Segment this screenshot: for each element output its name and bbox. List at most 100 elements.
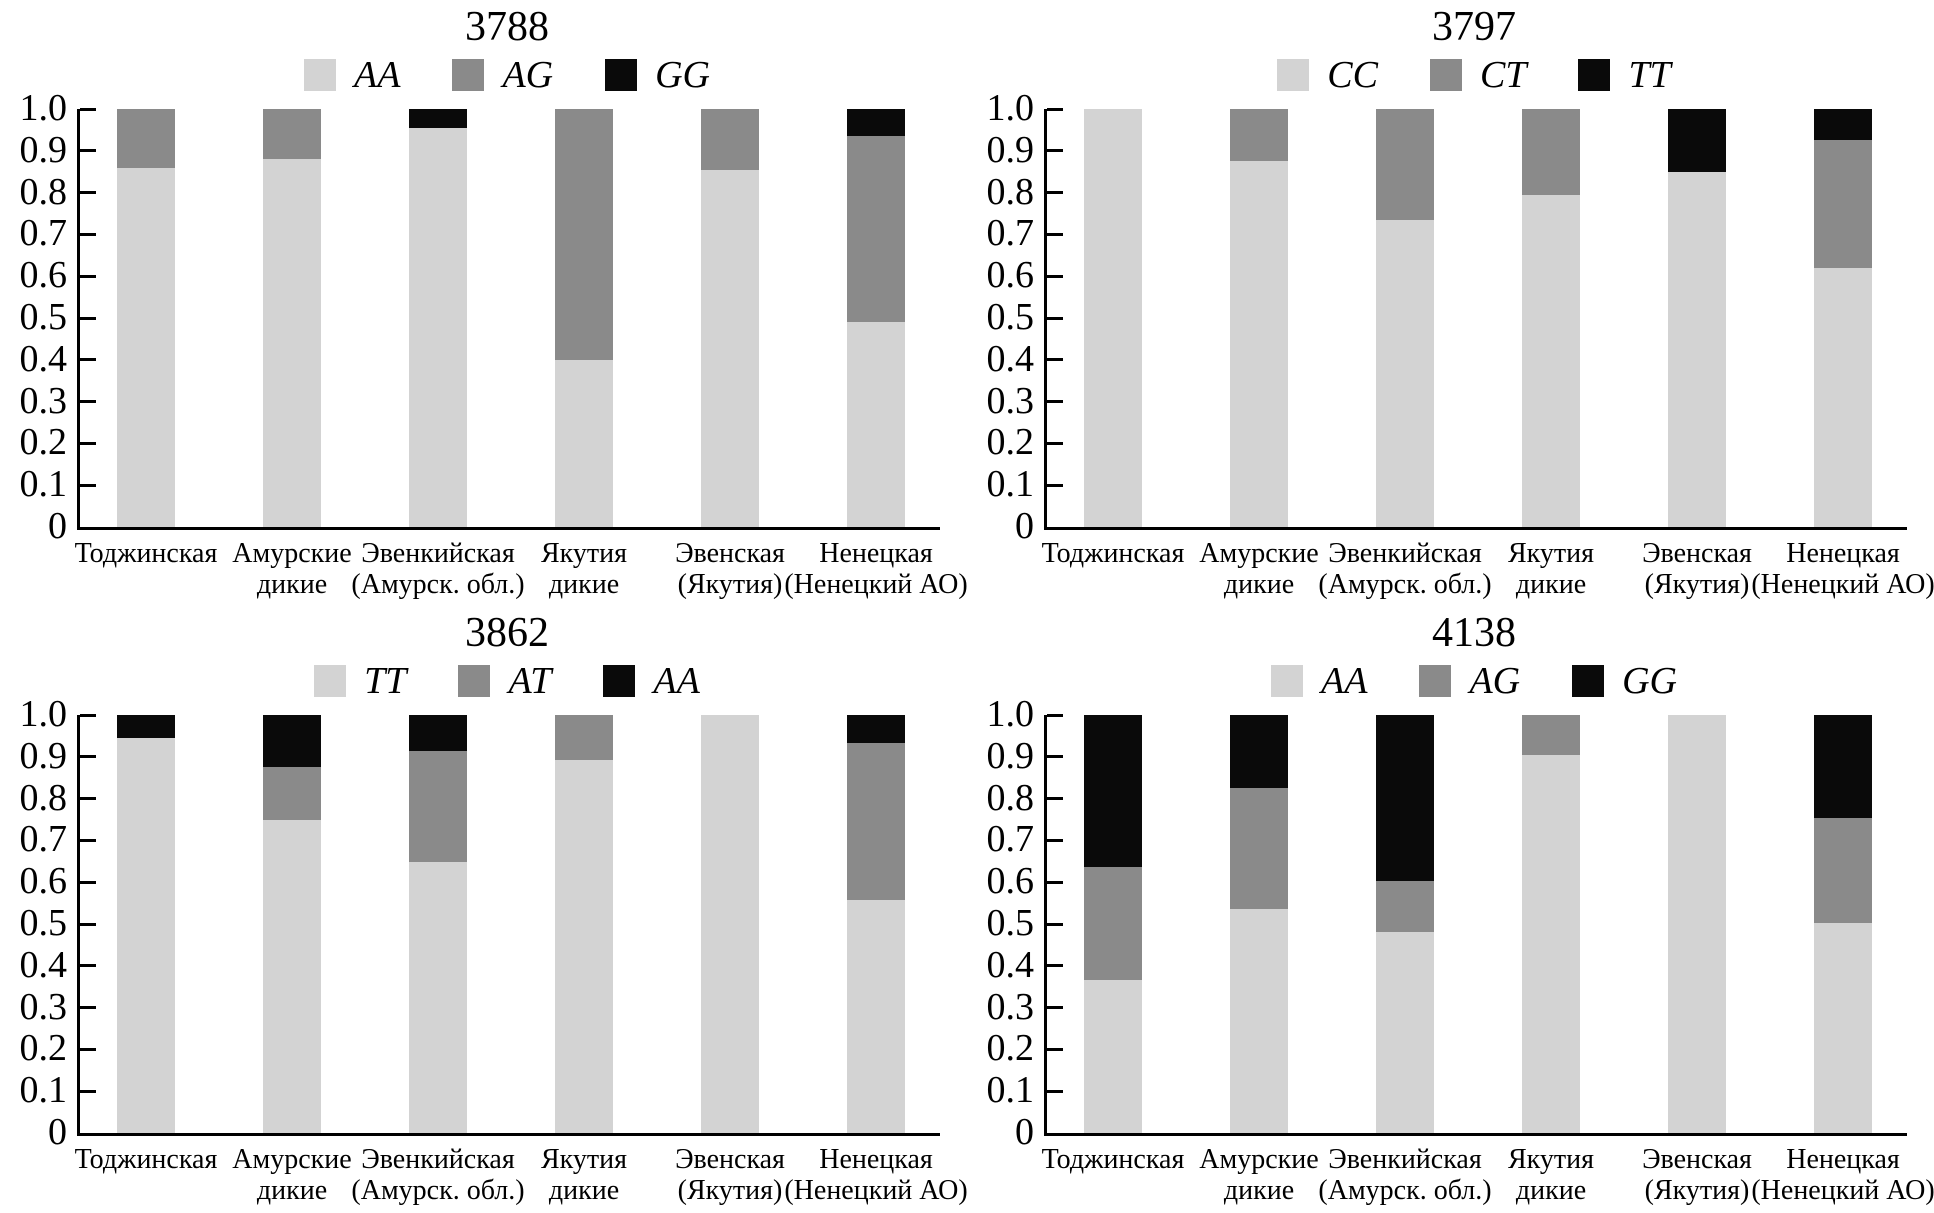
y-tick-label: 0.7 (19, 818, 68, 861)
y-tick (1047, 880, 1063, 884)
x-category-label: Эвенкийская (Амурск. обл.) (351, 538, 525, 601)
y-tick-label: 0.4 (986, 338, 1035, 381)
y-tick-label: 0.6 (986, 254, 1035, 297)
bar-segment-AG (263, 109, 321, 160)
bar-6 (847, 715, 905, 1133)
y-tick (1047, 964, 1063, 968)
x-category-label: Эвенская (Якутия) (1642, 1144, 1752, 1207)
y-tick-label: 0.3 (986, 985, 1035, 1028)
y-tick-label: 0.8 (19, 170, 68, 213)
y-tick-label: 0.5 (986, 296, 1035, 339)
y-tick (80, 274, 96, 278)
y-tick-label: 0.1 (19, 463, 68, 506)
y-tick-label: 1.0 (986, 693, 1035, 736)
chart-title: 3797 (1432, 4, 1516, 50)
legend: AA AG GG (77, 55, 937, 95)
bar-segment-CC (1668, 171, 1726, 527)
bar-segment-AA (117, 715, 175, 738)
legend-item: AA (603, 662, 700, 700)
bar-segment-AG (1084, 866, 1142, 981)
y-tick-label: 0.6 (986, 860, 1035, 903)
y-tick (80, 149, 96, 153)
y-tick-label: 0.7 (19, 212, 68, 255)
y-tick (80, 232, 96, 236)
x-category-label: Эвенская (Якутия) (675, 1144, 785, 1207)
y-tick (1047, 232, 1063, 236)
bar-segment-GG (409, 109, 467, 128)
bar-segment-AA (847, 322, 905, 527)
y-tick-label: 0.1 (986, 463, 1035, 506)
y-tick (80, 880, 96, 884)
x-category-label: Тоджинская (1041, 538, 1185, 569)
bar-3 (409, 715, 467, 1133)
bar-segment-AA (555, 359, 613, 527)
y-tick-label: 0.9 (19, 735, 68, 778)
y-tick-label: 0.3 (986, 379, 1035, 422)
y-tick (80, 1047, 96, 1051)
y-tick-label: 0.2 (986, 1027, 1035, 1070)
x-category-label: Амурские дикие (232, 538, 352, 601)
legend-swatch-gray (452, 59, 485, 91)
legend-label: GG (655, 54, 710, 96)
bar-segment-AA (701, 169, 759, 527)
bar-5 (701, 109, 759, 527)
bar-1 (1084, 109, 1142, 527)
x-category-label: Ненецкая (Ненецкий АО) (784, 538, 968, 601)
y-tick-label: 0.4 (19, 944, 68, 987)
x-category-label: Ненецкая (Ненецкий АО) (784, 1144, 968, 1207)
bar-segment-TT (555, 759, 613, 1133)
y-tick-label: 0 (1015, 505, 1034, 548)
legend-swatch-light (1277, 59, 1310, 91)
y-tick (1047, 755, 1063, 759)
legend-item: GG (605, 56, 710, 94)
y-tick-label: 1.0 (986, 87, 1035, 130)
legend-swatch-black (605, 59, 638, 91)
y-tick-label: 1.0 (19, 693, 68, 736)
x-category-label: Амурские дикие (1199, 1144, 1319, 1207)
y-tick-label: 0 (48, 1111, 67, 1154)
bar-segment-CT (1376, 109, 1434, 220)
bar-5 (701, 715, 759, 1133)
bar-4 (1522, 109, 1580, 527)
bar-segment-TT (1814, 109, 1872, 141)
bar-segment-CC (1084, 109, 1142, 527)
x-category-label: Амурские дикие (1199, 538, 1319, 601)
bar-4 (555, 109, 613, 527)
x-category-label: Тоджинская (74, 538, 218, 569)
legend-label: AA (1321, 660, 1368, 702)
bar-segment-CC (1376, 219, 1434, 527)
bar-segment-GG (1230, 715, 1288, 789)
x-category-label: Амурские дикие (232, 1144, 352, 1207)
bar-segment-GG (847, 109, 905, 137)
legend-item: AT (458, 662, 551, 700)
x-category-label: Эвенская (Якутия) (1642, 538, 1752, 601)
y-tick (80, 1006, 96, 1010)
chart-4138: 4138 AA AG GG 1.0 0.9 0.8 0.7 0.6 0.5 0.4 0.3 0.… (967, 606, 1934, 1213)
bar-segment-AG (1522, 715, 1580, 755)
y-tick (80, 838, 96, 842)
y-tick-label: 0.5 (19, 902, 68, 945)
bar-segment-CT (1230, 109, 1288, 162)
legend-label: GG (1622, 660, 1677, 702)
legend-label: AA (354, 54, 401, 96)
y-tick (1047, 922, 1063, 926)
y-tick (1047, 713, 1063, 717)
legend-label: AG (1469, 660, 1521, 702)
bar-segment-AG (1376, 880, 1434, 932)
y-tick (80, 316, 96, 320)
x-category-label: Эвенская (Якутия) (675, 538, 785, 601)
plot-area: 1.0 0.9 0.8 0.7 0.6 0.5 0.4 0.3 0.2 0.1 0 Тоджинска… (987, 695, 1934, 1206)
legend-swatch-gray (1419, 665, 1452, 697)
bar-segment-TT (1668, 109, 1726, 172)
legend-swatch-gray (1429, 59, 1462, 91)
legend-label: TT (364, 660, 407, 702)
x-category-label: Ненецкая (Ненецкий АО) (1751, 1144, 1934, 1207)
bar-segment-CC (1230, 161, 1288, 527)
y-tick (80, 922, 96, 926)
bar-4 (555, 715, 613, 1133)
chart-3797: 3797 CC CT TT 1.0 0.9 0.8 0.7 0.6 0.5 0.4 0.3 0.… (967, 0, 1934, 606)
bar-2 (263, 109, 321, 527)
y-tick (80, 441, 96, 445)
y-tick (1047, 1006, 1063, 1010)
y-tick (80, 191, 96, 195)
